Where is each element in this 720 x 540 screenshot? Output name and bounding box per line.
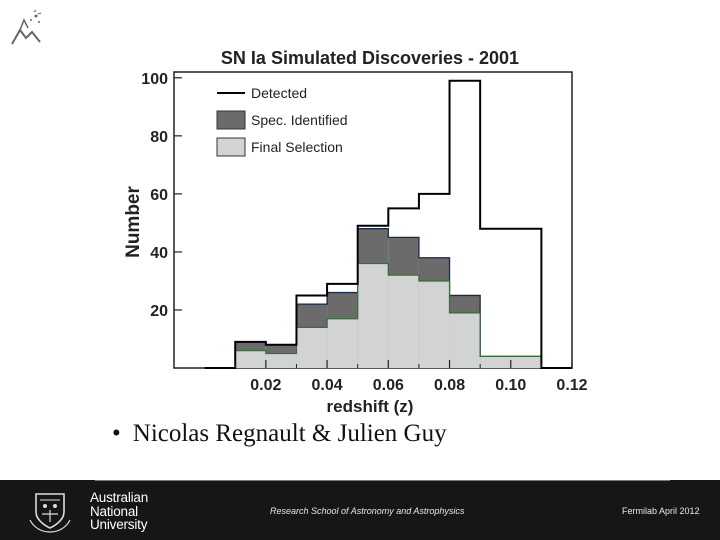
final-selection-bar — [235, 350, 266, 368]
x-tick-label: 0.06 — [373, 377, 404, 394]
legend-swatch — [216, 110, 246, 130]
corner-logo-icon — [11, 9, 42, 45]
x-tick-label: 0.08 — [434, 377, 465, 394]
institution-name: Australian National University — [90, 491, 148, 532]
plot-area: 20 40 60 80 100 0.02 0.04 0.06 0.08 0.10 0.12 — [141, 71, 587, 394]
final-selection-outline — [204, 262, 572, 369]
histogram-chart: SN Ia Simulated Discoveries - 2001 20 40 6… — [123, 48, 588, 416]
bullet-text: Nicolas Regnault & Julien Guy — [132, 420, 447, 447]
footer-bar: Australian National University Research … — [0, 480, 720, 540]
footer-rule — [95, 480, 670, 481]
bullet-item: • Nicolas Regnault & Julien Guy — [112, 420, 447, 448]
y-tick-label: 100 — [141, 71, 168, 88]
bullet-marker: • — [112, 420, 121, 447]
legend-label: Final Selection — [251, 139, 343, 155]
y-axis-label: Number — [123, 186, 144, 258]
final-selection-bar — [449, 312, 481, 368]
y-tick-label: 60 — [150, 187, 168, 204]
x-tick-label: 0.10 — [495, 377, 526, 394]
x-tick-label: 0.12 — [556, 377, 587, 394]
chart-legend: Detected Spec. Identified Final Selection — [216, 85, 348, 157]
institution-line: Australian — [90, 490, 149, 505]
x-tick-label: 0.04 — [312, 377, 343, 394]
y-tick-label: 40 — [150, 245, 168, 262]
institution-line: National — [90, 503, 138, 519]
institution-line: University — [90, 517, 148, 532]
school-name: Research School of Astronomy and Astroph… — [270, 506, 465, 516]
detected-outline — [204, 79, 572, 369]
x-axis-label: redshift (z) — [327, 397, 414, 416]
final-selection-bar — [357, 263, 389, 368]
chart-title: SN Ia Simulated Discoveries - 2001 — [221, 48, 519, 68]
final-selection-bar — [510, 356, 542, 368]
final-selection-bar — [418, 280, 450, 368]
x-tick-label: 0.02 — [250, 377, 281, 394]
anu-crest-icon — [29, 493, 71, 533]
final-selection-bar — [480, 356, 511, 368]
final-selection-bar — [296, 327, 328, 368]
event-label: Fermilab April 2012 — [622, 506, 700, 516]
final-selection-bar — [327, 318, 358, 368]
legend-swatch — [216, 137, 246, 157]
final-selection-bar — [265, 353, 297, 368]
y-tick-label: 80 — [150, 129, 168, 146]
y-tick-label: 20 — [150, 303, 168, 320]
final-selection-bar — [388, 275, 419, 368]
legend-label: Spec. Identified — [251, 112, 348, 128]
legend-label: Detected — [251, 85, 307, 101]
